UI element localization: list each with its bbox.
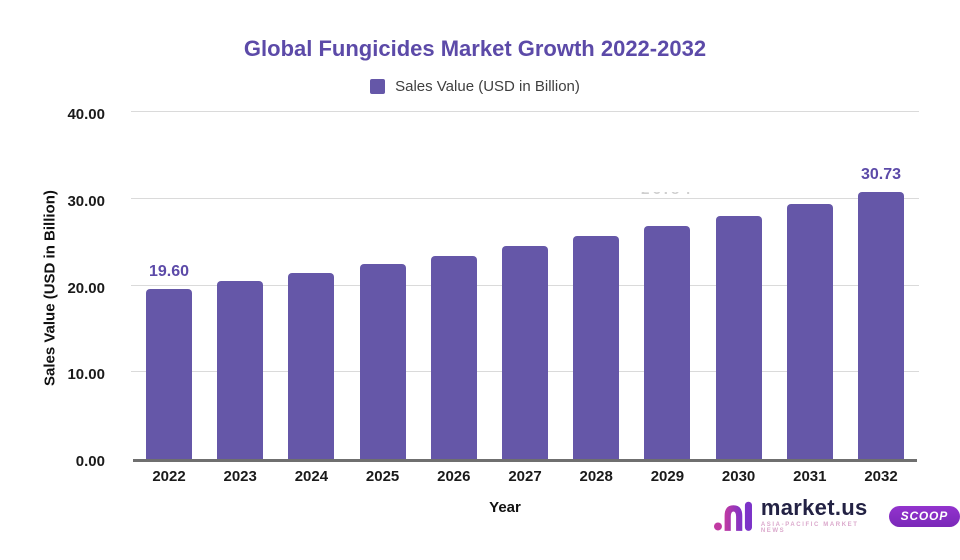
marketus-wordmark: market.us (760, 495, 868, 520)
y-tick-0: 0.00 (75, 453, 105, 470)
marketus-logo: market.us ASIA-PACIFIC MARKET NEWS SCOOP (714, 497, 960, 534)
bar-2025 (359, 264, 406, 459)
bar-2022 (146, 288, 192, 459)
bar-2027 (502, 246, 548, 459)
data-label-2022: 19.60 (148, 262, 190, 280)
y-tick-40: 40.00 (67, 106, 105, 123)
x-tick-2025: 2025 (365, 468, 400, 485)
y-tick-30: 30.00 (67, 192, 105, 210)
x-tick-2030: 2030 (721, 468, 756, 485)
bar-2023 (217, 281, 264, 459)
legend-label: Sales Value (USD in Billion) (395, 78, 580, 95)
marketus-logo-icon (714, 501, 752, 531)
x-tick-2022: 2022 (152, 468, 186, 485)
gridline-30 (131, 197, 919, 199)
bar-2032 (858, 192, 904, 459)
plot-area: 19.60 26.84 30.73 (131, 111, 919, 462)
chart-title: Global Fungicides Market Growth 2022-203… (243, 36, 707, 61)
bar-2028 (573, 236, 620, 459)
bar-2029 (644, 226, 691, 459)
legend: Sales Value (USD in Billion) (0, 78, 950, 95)
data-label-2029-faded: 26.84 (627, 192, 707, 198)
x-tick-2026: 2026 (437, 468, 471, 485)
x-axis-title: Year (489, 499, 521, 516)
marketus-tagline: ASIA-PACIFIC MARKET NEWS (760, 522, 859, 534)
x-tick-2023: 2023 (223, 468, 257, 485)
x-tick-2029: 2029 (650, 468, 685, 485)
x-tick-2027: 2027 (508, 468, 542, 485)
bar-2024 (288, 273, 335, 459)
legend-swatch (370, 79, 386, 94)
bar-2026 (430, 255, 477, 459)
scoop-badge: SCOOP (888, 506, 960, 527)
y-tick-10: 10.00 (67, 366, 105, 384)
bar-2031 (786, 204, 833, 459)
x-tick-2024: 2024 (294, 468, 329, 485)
x-tick-2031: 2031 (793, 468, 827, 485)
y-tick-20: 20.00 (67, 279, 105, 297)
x-tick-2032: 2032 (864, 468, 898, 485)
bar-2030 (715, 215, 762, 459)
data-label-2032: 30.73 (860, 166, 902, 184)
x-tick-2028: 2028 (579, 468, 613, 485)
gridline-40 (131, 111, 919, 112)
